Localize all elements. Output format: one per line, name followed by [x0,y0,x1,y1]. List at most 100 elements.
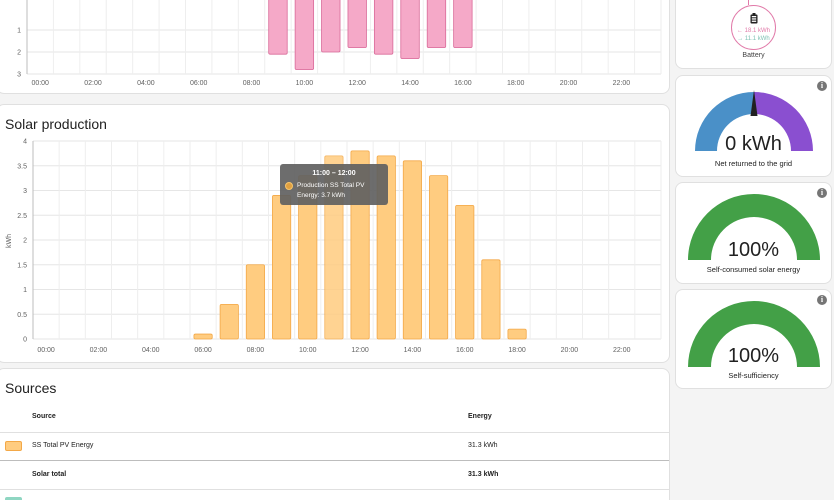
y-tick-label: 3 [17,72,21,79]
x-tick-label: 22:00 [613,347,631,354]
x-tick-label: 06:00 [194,347,212,354]
battery-icon [750,13,758,24]
gauge-self-consumed [688,194,820,260]
x-tick-label: 06:00 [190,80,208,87]
x-tick-label: 00:00 [31,80,49,87]
solar-production-card: Solar production 0 0.5 1 1.5 2 2.5 3 3.5 4 kWh 00:… [0,104,670,363]
y-tick-label: 3.5 [17,163,27,170]
sources-card: Sources Source Energy SS Total PV Energy… [0,368,670,500]
info-icon[interactable]: i [817,295,827,305]
gauge-value: 0 kWh [725,133,782,155]
gauge-needle [750,90,758,116]
x-tick-label: 04:00 [137,80,155,87]
y-tick-label: 0.5 [17,312,27,319]
gauge-card-net-returned: i 0 kWh Net returned to the grid [675,75,832,177]
usage-bar [321,0,341,53]
battery-in-value: ← 18.1 kWh [736,28,770,34]
x-tick-label: 00:00 [37,347,55,354]
solar-bar [245,264,265,340]
x-tick-label: 12:00 [351,347,369,354]
x-tick-label: 10:00 [296,80,314,87]
battery-card: ← 18.1 kWh → 11.1 kWh Battery [675,0,832,69]
y-tick-label: 0 [23,337,27,344]
y-tick-label: 2 [23,238,27,245]
x-tick-label: 08:00 [247,347,265,354]
solar-bar [402,160,422,340]
solar-bar [481,259,501,340]
x-tick-label: 20:00 [560,80,578,87]
x-tick-label: 18:00 [508,347,526,354]
gauge-net-returned [695,90,813,151]
x-tick-label: 14:00 [404,347,422,354]
battery-link-line [748,0,749,5]
battery-out-value: → 11.1 kWh [737,36,770,42]
gauge-value: 100% [727,239,780,261]
info-icon[interactable]: i [817,188,827,198]
usage-bar [268,0,288,55]
x-tick-label: 16:00 [454,80,472,87]
x-tick-label: 22:00 [613,80,631,87]
source-color-swatch [5,441,22,451]
column-header-source: Source [32,413,56,420]
y-tick-label: 4 [23,139,27,146]
solar-production-title: Solar production [5,116,107,132]
x-tick-label: 10:00 [299,347,317,354]
next-source-swatch [5,497,22,500]
gauge-value: 100% [727,345,780,367]
header-divider [0,432,669,433]
x-tick-label: 02:00 [90,347,108,354]
usage-bar [294,0,315,70]
chart-tooltip: 11:00 – 12:00 Production SS Total PV Ene… [280,164,388,205]
solar-bar [429,175,449,340]
y-axis-label: kWh [6,234,13,248]
gauge-self-sufficiency [688,301,820,367]
y-tick-label: 1.5 [17,262,27,269]
usage-bar [347,0,367,48]
solar-bar [272,195,292,340]
source-energy: 31.3 kWh [468,442,498,449]
y-tick-label: 2.5 [17,213,27,220]
x-tick-label: 12:00 [348,80,366,87]
x-tick-label: 04:00 [142,347,160,354]
y-tick-label: 1 [23,287,27,294]
solar-total-value: 31.3 kWh [468,471,499,478]
gauge-label: Net returned to the grid [714,159,793,168]
solar-bar [507,328,527,340]
sources-title: Sources [5,380,57,396]
battery-circle: ← 18.1 kWh → 11.1 kWh [731,5,776,50]
info-icon[interactable]: i [817,81,827,91]
total-divider [0,489,669,490]
column-header-energy: Energy [468,413,492,420]
battery-label: Battery [742,52,765,59]
solar-total-label: Solar total [32,471,67,478]
x-tick-label: 08:00 [243,80,261,87]
x-tick-label: 14:00 [401,80,419,87]
tooltip-swatch [285,182,293,190]
solar-bar [219,303,239,340]
solar-bar [193,333,213,340]
usage-chart: 1 2 3 00:00 02:00 04:00 06:00 08:00 10:00 12:00 14… [17,0,662,87]
gauge-label: Self-sufficiency [728,371,779,380]
usage-bar [426,0,447,48]
row-divider [0,460,669,461]
tooltip-time: 11:00 – 12:00 [312,170,356,177]
x-tick-label: 02:00 [84,80,102,87]
tooltip-series: Production SS Total PV [297,182,365,189]
source-name: SS Total PV Energy [32,442,94,449]
usage-chart-card: 1 2 3 00:00 02:00 04:00 06:00 08:00 10:00 12:00 14… [0,0,670,94]
usage-bar [400,0,420,59]
usage-bar [373,0,394,55]
x-tick-label: 20:00 [561,347,579,354]
tooltip-value: Energy: 3.7 kWh [297,192,346,199]
x-tick-label: 18:00 [507,80,525,87]
y-tick-label: 2 [17,50,21,57]
gauge-card-self-sufficiency: i 100% Self-sufficiency [675,289,832,389]
y-tick-label: 3 [23,188,27,195]
solar-production-chart: 0 0.5 1 1.5 2 2.5 3 3.5 4 kWh 00:00 02:00 04:00 06:00… [6,139,662,354]
y-tick-label: 1 [17,28,21,35]
solar-bar [455,204,475,340]
gauge-label: Self-consumed solar energy [706,265,801,274]
usage-bar [453,0,473,48]
x-tick-label: 16:00 [456,347,474,354]
gauge-card-self-consumed: i 100% Self-consumed solar energy [675,182,832,284]
